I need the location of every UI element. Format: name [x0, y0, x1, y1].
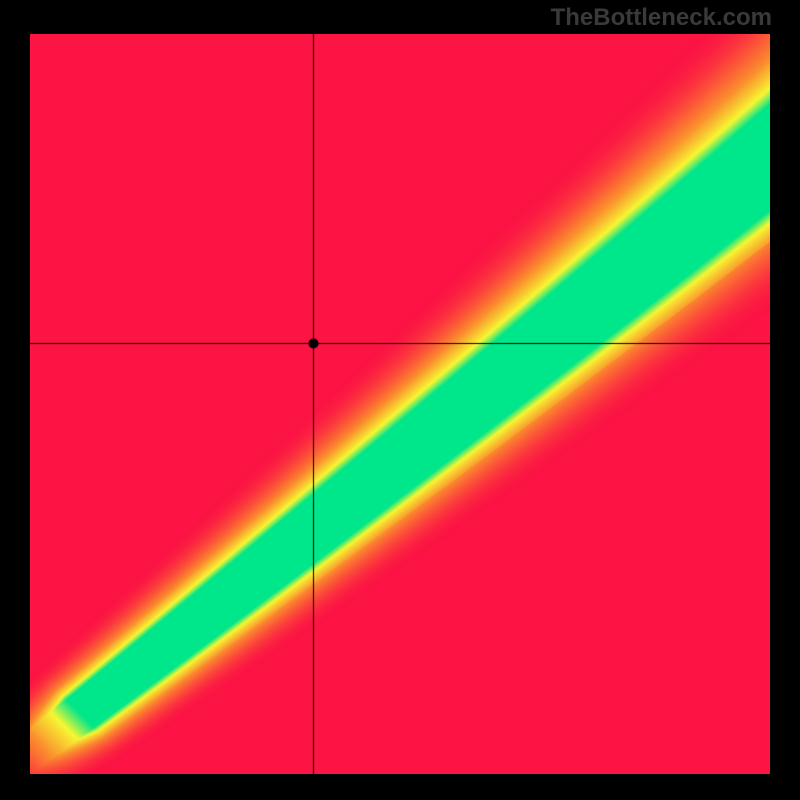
bottleneck-heatmap [30, 34, 770, 774]
watermark-text: TheBottleneck.com [551, 4, 772, 32]
